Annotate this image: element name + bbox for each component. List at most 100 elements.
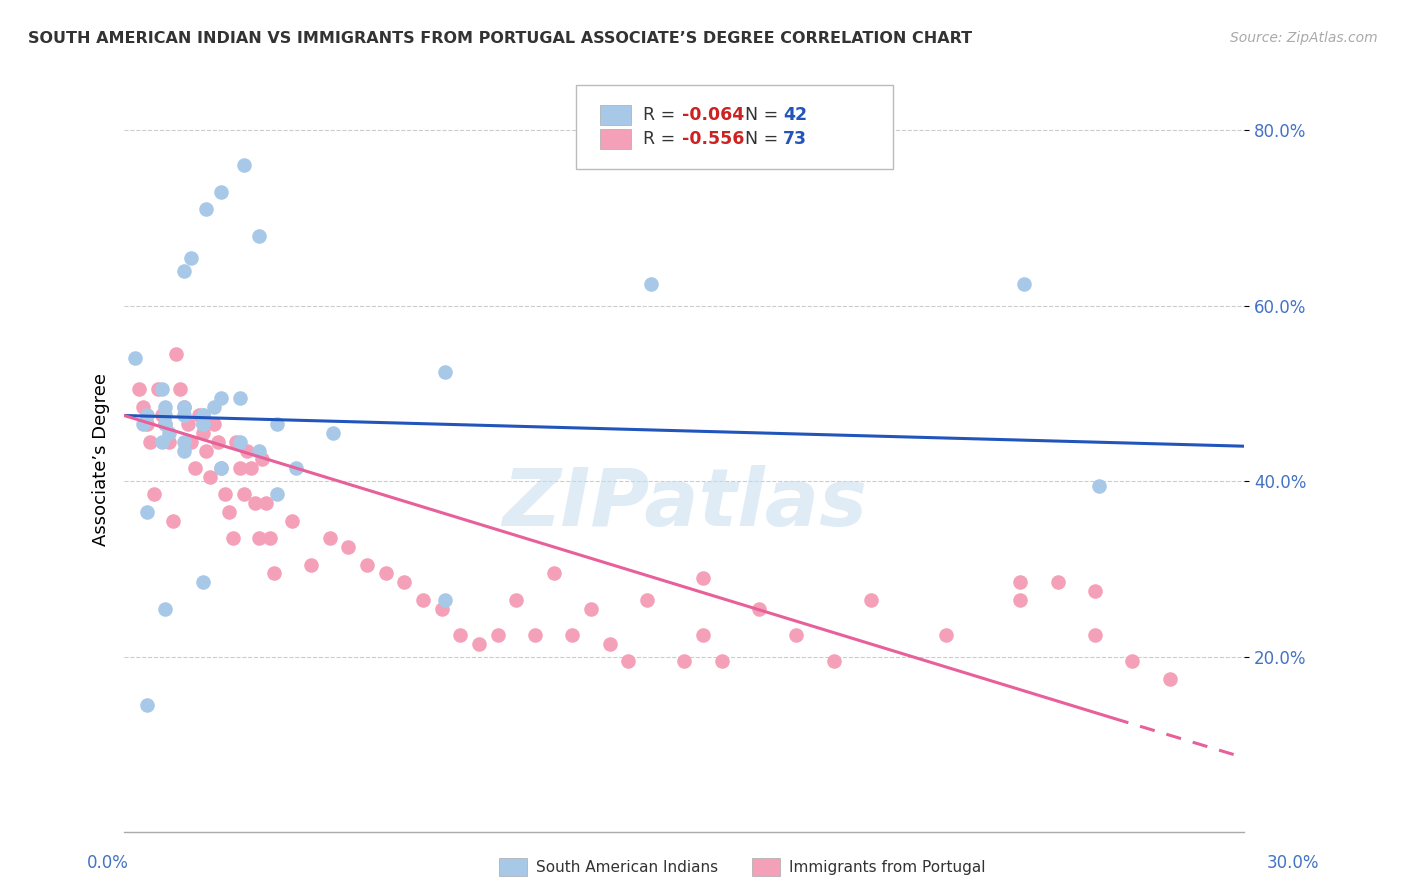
Point — [337, 540, 360, 554]
Point — [173, 409, 195, 423]
Point — [135, 409, 157, 423]
Point — [173, 443, 195, 458]
Point — [155, 417, 177, 432]
Point — [247, 532, 270, 546]
Point — [318, 532, 340, 546]
Point — [561, 628, 583, 642]
Point — [132, 417, 155, 432]
Text: SOUTH AMERICAN INDIAN VS IMMIGRANTS FROM PORTUGAL ASSOCIATE’S DEGREE CORRELATION: SOUTH AMERICAN INDIAN VS IMMIGRANTS FROM… — [28, 31, 972, 46]
Point — [1012, 277, 1035, 291]
Point — [150, 434, 173, 449]
Point — [209, 461, 232, 475]
Point — [486, 628, 509, 642]
Point — [236, 443, 259, 458]
Point — [374, 566, 396, 581]
Point — [143, 487, 166, 501]
Point — [673, 654, 696, 668]
Point — [1010, 575, 1032, 590]
Point — [173, 400, 195, 414]
Point — [150, 382, 173, 396]
Point — [394, 575, 416, 590]
Point — [191, 409, 214, 423]
Point — [157, 425, 180, 440]
Point — [322, 425, 344, 440]
Text: R =: R = — [643, 106, 681, 124]
Point — [207, 434, 229, 449]
Point — [180, 251, 202, 265]
Text: R =: R = — [643, 130, 681, 148]
Point — [191, 417, 214, 432]
Text: 30.0%: 30.0% — [1267, 855, 1319, 872]
Point — [412, 592, 434, 607]
Text: -0.064: -0.064 — [682, 106, 744, 124]
Point — [692, 628, 714, 642]
Point — [173, 434, 195, 449]
Point — [132, 400, 155, 414]
Text: ZIPatlas: ZIPatlas — [502, 465, 868, 543]
Point — [155, 409, 177, 423]
Point — [128, 382, 150, 396]
Point — [240, 461, 263, 475]
Point — [617, 654, 640, 668]
Point — [191, 575, 214, 590]
Text: Source: ZipAtlas.com: Source: ZipAtlas.com — [1230, 31, 1378, 45]
Text: N =: N = — [734, 106, 783, 124]
Point — [266, 487, 288, 501]
Point — [135, 698, 157, 713]
Point — [254, 496, 277, 510]
Point — [434, 592, 457, 607]
Point — [692, 571, 714, 585]
Point — [198, 470, 221, 484]
Point — [285, 461, 308, 475]
Point — [243, 496, 266, 510]
Point — [599, 637, 621, 651]
Point — [195, 202, 218, 217]
Point — [468, 637, 491, 651]
Y-axis label: Associate’s Degree: Associate’s Degree — [93, 373, 110, 546]
Point — [543, 566, 565, 581]
Point — [191, 417, 214, 432]
Point — [150, 409, 173, 423]
Point — [1159, 672, 1181, 686]
Point — [247, 443, 270, 458]
Point — [1121, 654, 1143, 668]
Point — [505, 592, 527, 607]
Point — [209, 185, 232, 199]
Point — [202, 400, 225, 414]
Point — [214, 487, 236, 501]
Point — [155, 400, 177, 414]
Point — [209, 391, 232, 405]
Text: Immigrants from Portugal: Immigrants from Portugal — [789, 860, 986, 874]
Point — [935, 628, 957, 642]
Point — [1010, 592, 1032, 607]
Point — [860, 592, 883, 607]
Point — [636, 592, 658, 607]
Point — [173, 263, 195, 277]
Point — [218, 505, 240, 519]
Point — [173, 400, 195, 414]
Point — [1046, 575, 1069, 590]
Point — [221, 532, 243, 546]
Point — [710, 654, 733, 668]
Point — [176, 417, 198, 432]
Point — [281, 514, 304, 528]
Point — [1088, 479, 1111, 493]
Point — [430, 601, 453, 615]
Point — [187, 409, 209, 423]
Point — [579, 601, 602, 615]
Point — [232, 487, 254, 501]
Point — [266, 417, 288, 432]
Point — [166, 347, 188, 361]
Text: South American Indians: South American Indians — [536, 860, 718, 874]
Point — [162, 514, 184, 528]
Point — [640, 277, 662, 291]
Point — [169, 382, 191, 396]
Point — [191, 409, 214, 423]
Point — [135, 417, 157, 432]
Point — [748, 601, 770, 615]
Point — [139, 434, 162, 449]
Point — [449, 628, 471, 642]
Point — [191, 425, 214, 440]
Point — [247, 228, 270, 243]
Point — [157, 434, 180, 449]
